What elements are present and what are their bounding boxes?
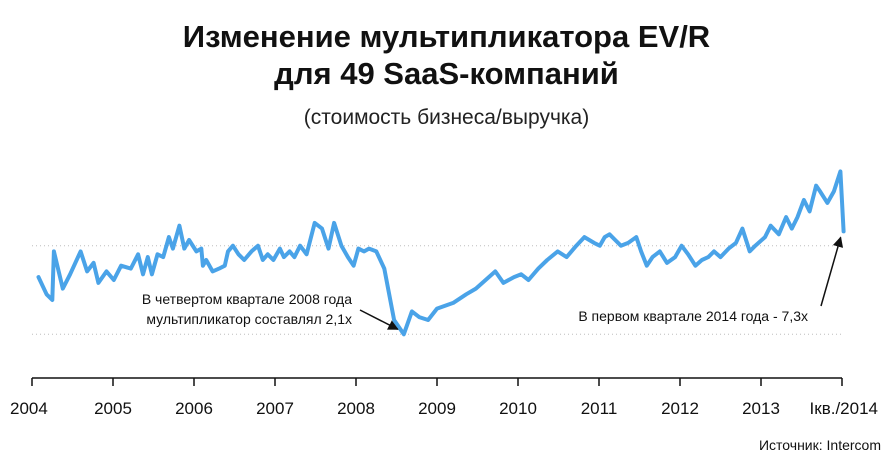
annotation-q4-2008-line-2: мультипликатор составлял 2,1х xyxy=(146,311,352,327)
annotation-q4-2008-arrow xyxy=(359,309,399,330)
chart-title-line-2: для 49 SaaS-компаний xyxy=(274,56,619,91)
x-tick-label-0: 2004 xyxy=(10,399,48,418)
x-tick-label-10: Iкв./2014 xyxy=(810,399,878,418)
chart-subtitle: (стоимость бизнеса/выручка) xyxy=(303,106,590,129)
chart-title-line-1: Изменение мультипликатора EV/R xyxy=(182,19,711,54)
annotation-q4-2008-line-1: В четвертом квартале 2008 года xyxy=(142,291,352,307)
x-tick-label-2: 2006 xyxy=(175,399,213,418)
source-note: Источник: Intercom xyxy=(758,437,881,453)
annotation-q1-2014-arrow xyxy=(820,236,844,307)
x-tick-label-4: 2008 xyxy=(337,399,375,418)
x-tick-label-7: 2011 xyxy=(581,399,618,418)
x-tick-label-6: 2010 xyxy=(499,399,537,418)
x-tick-label-9: 2013 xyxy=(742,399,780,418)
x-tick-label-3: 2007 xyxy=(256,399,294,418)
x-tick-label-1: 2005 xyxy=(94,399,132,418)
x-tick-label-8: 2012 xyxy=(661,399,699,418)
annotation-q1-2014-text: В первом квартале 2014 года - 7,3х xyxy=(578,308,808,324)
x-tick-label-5: 2009 xyxy=(418,399,456,418)
ev-r-series-line xyxy=(36,169,846,337)
chart-title: Изменение мультипликатора EV/R для 49 Sa… xyxy=(0,18,893,92)
